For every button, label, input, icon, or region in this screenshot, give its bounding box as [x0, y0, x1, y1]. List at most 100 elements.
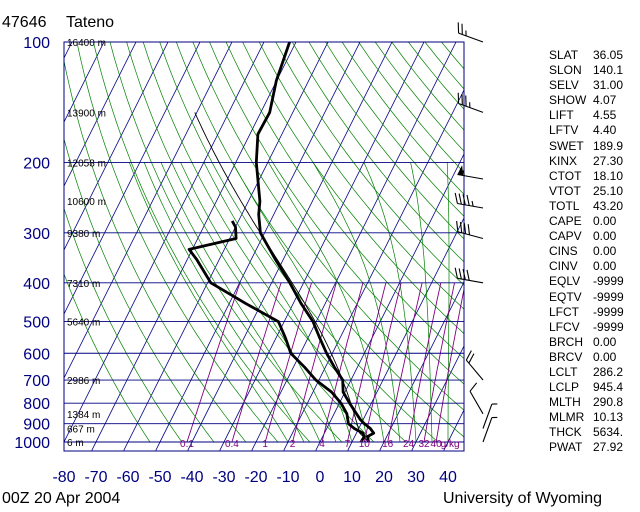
pressure-tick-label: 100: [23, 35, 50, 52]
stat-value: -9999: [593, 289, 624, 304]
pressure-tick-label: 500: [23, 315, 50, 332]
dry-adiabat-line: [175, 42, 464, 438]
wind-barb: [465, 350, 484, 381]
stat-key: LFCV: [549, 319, 580, 334]
isotherm-line: [64, 42, 169, 251]
stat-row-kinx: KINX 27.30: [549, 154, 639, 169]
temperature-axis: -80 -70 -60 -50 -40 -30 -20 -10 0 10 20 30 40: [52, 469, 457, 486]
stat-row-lclt: LCLT 286.2: [549, 365, 639, 380]
stat-value: 5634.: [593, 425, 624, 440]
stat-key: TOTL: [549, 198, 580, 213]
stat-row-cape: CAPE 0.00: [549, 214, 639, 229]
stat-value: 25.10: [593, 183, 624, 198]
stat-value: -9999: [593, 304, 624, 319]
dry-adiabat-line: [76, 42, 279, 443]
stat-key: BRCH: [549, 334, 584, 349]
dry-adiabat-line: [64, 59, 247, 443]
dry-adiabat-line: [225, 42, 464, 360]
height-labels: 16400 m 13900 m 12058 m 10600 m 9380 m 7310 m…: [67, 38, 106, 449]
stat-value: 31.00: [593, 78, 624, 93]
stat-row-cins: CINS 0.00: [549, 244, 639, 259]
stat-row-thck: THCK 5634.: [549, 425, 639, 440]
pressure-tick-label: 900: [23, 417, 50, 434]
stat-key: KINX: [549, 153, 578, 168]
stat-row-slon: SLON 140.1: [549, 63, 639, 78]
isotherm-grid: [0, 33, 464, 451]
stat-value: 0.00: [593, 349, 617, 364]
dewpoint-profile: [187, 220, 366, 443]
stat-key: LFCT: [549, 304, 579, 319]
isotherm-line: [315, 153, 464, 451]
isotherm-line: [0, 33, 12, 450]
dry-adiabat-line: [242, 42, 464, 335]
stat-value: 290.8: [593, 395, 624, 410]
mixing-ratio-label: g/kg: [441, 439, 460, 450]
mixing-ratio-label: 40: [431, 439, 443, 450]
temperature-tick-label: 40: [439, 469, 457, 486]
stat-row-brcv: BRCV 0.00: [549, 350, 639, 365]
stat-row-eqlv: EQLV -9999: [549, 274, 639, 289]
stat-row-pwat: PWAT 27.92: [549, 440, 639, 455]
pressure-tick-label: 300: [23, 226, 50, 243]
height-label: 1384 m: [67, 410, 100, 421]
dry-adiabat-line: [258, 42, 464, 310]
stat-key: VTOT: [549, 183, 581, 198]
pressure-tick-label: 600: [23, 346, 50, 363]
stat-row-lift: LIFT 4.55: [549, 108, 639, 123]
temperature-tick-label: 30: [407, 469, 425, 486]
stat-value: 0.00: [593, 229, 617, 244]
stat-value: 36.05: [593, 48, 624, 62]
stat-key: SLAT: [549, 48, 579, 62]
mixing-ratio-label: 7: [345, 439, 351, 450]
stat-row-lfct: LFCT -9999: [549, 305, 639, 320]
mixing-ratio-label: 0.4: [225, 439, 239, 450]
temperature-tick-label: -40: [180, 469, 203, 486]
sounding-indices-panel: SLAT 36.05 SLON 140.1 SELV 31.00 SHOW 4.07 LIFT 4…: [549, 48, 639, 456]
stat-key: SLON: [549, 63, 582, 78]
dry-adiabat-line: [209, 42, 464, 385]
mixing-ratio-label: 24: [403, 439, 415, 450]
stat-row-brch: BRCH 0.00: [549, 335, 639, 350]
mixing-ratio-label: 10: [359, 439, 371, 450]
stat-key: PWAT: [549, 440, 583, 455]
stat-key: LCLT: [549, 364, 578, 379]
dry-adiabat-line: [109, 42, 343, 443]
mixing-ratio-labels: 0.1 0.4 1 2 4 7 10 16 24 32 40g/kg: [180, 439, 460, 450]
stat-row-capv: CAPV 0.00: [549, 229, 639, 244]
stat-row-cinv: CINV 0.00: [549, 259, 639, 274]
isotherm-line: [283, 89, 464, 451]
stat-value: 286.2: [593, 364, 624, 379]
stat-key: LIFT: [549, 108, 574, 123]
temperature-tick-label: -20: [244, 469, 267, 486]
stat-key: CAPV: [549, 229, 582, 244]
stat-row-show: SHOW 4.07: [549, 93, 639, 108]
stat-row-mlth: MLTH 290.8: [549, 395, 639, 410]
stat-value: 4.55: [593, 108, 617, 123]
mixing-ratio-label: 1: [262, 439, 268, 450]
stat-value: 189.9: [593, 138, 624, 153]
moist-adiabat-line: [446, 162, 450, 442]
stat-row-slat: SLAT 36.05: [549, 48, 639, 63]
height-label: 5640 m: [67, 318, 100, 329]
stat-key: THCK: [549, 425, 582, 440]
dry-adiabat-line: [93, 42, 311, 443]
stat-key: EQTV: [549, 289, 582, 304]
wind-barb: [456, 221, 484, 240]
stat-key: CAPE: [549, 214, 582, 229]
stat-key: BRCV: [549, 349, 583, 364]
stat-value: 0.00: [593, 214, 617, 229]
pressure-tick-label: 400: [23, 276, 50, 293]
dry-adiabat-line: [64, 273, 151, 443]
height-label: 13900 m: [67, 108, 106, 119]
stat-row-lftv: LFTV 4.40: [549, 123, 639, 138]
stat-key: SWET: [549, 138, 584, 153]
stat-value: 4.40: [593, 123, 617, 138]
wind-barb: [482, 403, 498, 429]
dry-adiabat-lines: [64, 42, 464, 443]
height-label: 12058 m: [67, 158, 106, 169]
moist-adiabat-line: [160, 162, 321, 443]
stat-row-lfcv: LFCV -9999: [549, 320, 639, 335]
dry-adiabat-line: [64, 207, 183, 443]
